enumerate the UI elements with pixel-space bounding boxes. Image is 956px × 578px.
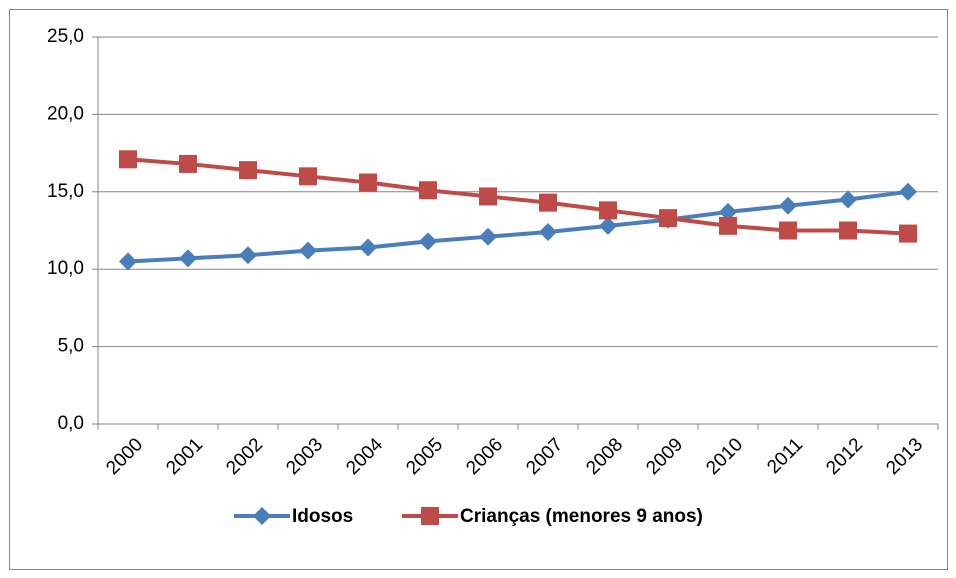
point [479, 227, 497, 246]
point [899, 182, 917, 201]
point [359, 173, 377, 192]
series-line [127, 189, 909, 264]
point [119, 252, 137, 271]
series-line [127, 157, 909, 236]
point [659, 209, 677, 228]
point [899, 224, 917, 243]
point [599, 216, 617, 235]
y-tick-label: 15,0 [47, 181, 84, 202]
point [599, 201, 617, 220]
y-tick-label: 0,0 [58, 413, 84, 434]
point [359, 238, 377, 257]
point [179, 154, 197, 173]
point [539, 223, 557, 242]
point [239, 246, 257, 265]
point [779, 196, 797, 215]
point [419, 232, 437, 251]
y-tick-label: 25,0 [47, 26, 84, 47]
legend-label: Crianças (menores 9 anos) [460, 506, 703, 527]
chart-frame [9, 9, 948, 570]
y-tick-label: 5,0 [58, 336, 84, 357]
legend-label: Idosos [292, 506, 353, 527]
legend: Idosos Crianças (menores 9 anos) [234, 506, 703, 527]
point [719, 202, 737, 221]
legend-marker [253, 507, 271, 525]
point [239, 161, 257, 180]
point [179, 249, 197, 268]
point [839, 221, 857, 240]
point [419, 181, 437, 200]
point [719, 216, 737, 235]
point [299, 167, 317, 186]
legend-marker [421, 507, 439, 525]
point [539, 193, 557, 212]
point [479, 187, 497, 206]
y-tick-label: 10,0 [47, 258, 84, 279]
point [119, 150, 137, 169]
point [779, 221, 797, 240]
point [839, 190, 857, 209]
point [299, 241, 317, 260]
y-tick-label: 20,0 [47, 103, 84, 124]
